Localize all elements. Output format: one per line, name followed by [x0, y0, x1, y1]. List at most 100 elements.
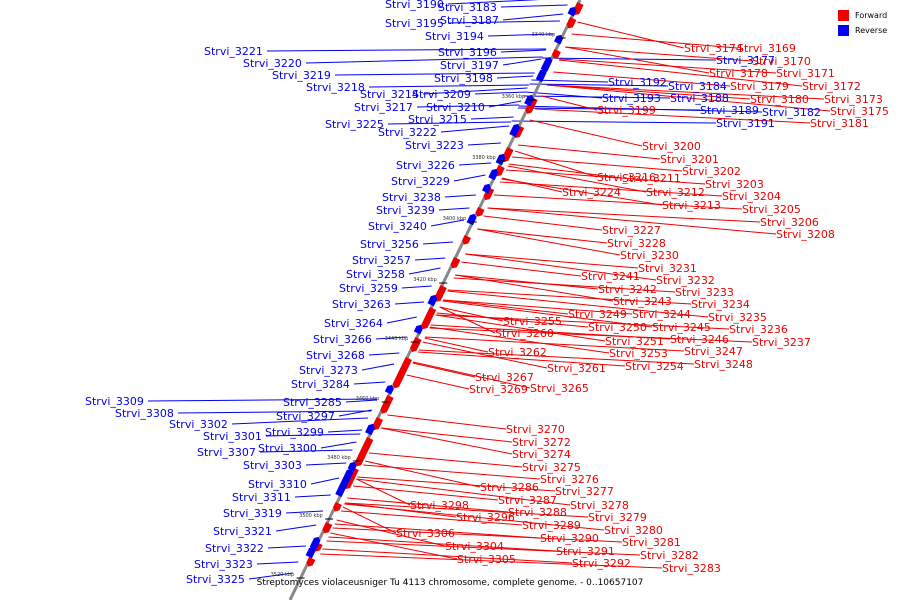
gene-label[interactable]: Strvi_3171 — [776, 67, 835, 80]
gene-label[interactable]: Strvi_3280 — [604, 524, 663, 537]
gene-label[interactable]: Strvi_3275 — [522, 461, 581, 474]
gene-label[interactable]: Strvi_3236 — [729, 323, 788, 336]
gene-label[interactable]: Strvi_3197 — [440, 59, 499, 72]
gene-label[interactable]: Strvi_3175 — [830, 105, 889, 118]
gene-label[interactable]: Strvi_3183 — [438, 1, 497, 14]
gene-label[interactable]: Strvi_3214 — [360, 88, 419, 101]
gene-label[interactable]: Strvi_3248 — [694, 358, 753, 371]
gene-label[interactable]: Strvi_3172 — [802, 80, 861, 93]
gene-label[interactable]: Strvi_3217 — [354, 101, 413, 114]
gene-label[interactable]: Strvi_3309 — [85, 395, 144, 408]
gene-label[interactable]: Strvi_3198 — [434, 72, 493, 85]
gene-label[interactable]: Strvi_3227 — [602, 224, 661, 237]
gene-label[interactable]: Strvi_3323 — [194, 558, 253, 571]
gene-label[interactable]: Strvi_3228 — [607, 237, 666, 250]
gene-label[interactable]: Strvi_3283 — [662, 562, 721, 575]
gene-label[interactable]: Strvi_3285 — [283, 396, 342, 409]
gene-label[interactable]: Strvi_3235 — [708, 311, 767, 324]
gene-label[interactable]: Strvi_3208 — [776, 228, 835, 241]
gene-label[interactable]: Strvi_3284 — [291, 378, 350, 391]
gene-label[interactable]: Strvi_3255 — [503, 315, 562, 328]
gene-label[interactable]: Strvi_3219 — [272, 69, 331, 82]
gene-label[interactable]: Strvi_3269 — [469, 383, 528, 396]
gene-label[interactable]: Strvi_3177 — [716, 54, 775, 67]
gene-label[interactable]: Strvi_3223 — [405, 139, 464, 152]
gene-label[interactable]: Strvi_3239 — [376, 204, 435, 217]
gene-label[interactable]: Strvi_3221 — [204, 45, 263, 58]
gene-label[interactable]: Strvi_3179 — [730, 80, 789, 93]
gene-label[interactable]: Strvi_3296 — [456, 511, 515, 524]
gene-label[interactable]: Strvi_3298 — [410, 499, 469, 512]
gene-label[interactable]: Strvi_3286 — [480, 481, 539, 494]
gene-label[interactable]: Strvi_3267 — [475, 371, 534, 384]
gene-label[interactable]: Strvi_3290 — [540, 532, 599, 545]
gene-label[interactable]: Strvi_3224 — [562, 186, 621, 199]
gene-label[interactable]: Strvi_3222 — [378, 126, 437, 139]
gene-label[interactable]: Strvi_3291 — [556, 545, 615, 558]
gene-label[interactable]: Strvi_3230 — [620, 249, 679, 262]
gene-label[interactable]: Strvi_3181 — [810, 117, 869, 130]
gene-label[interactable]: Strvi_3245 — [652, 321, 711, 334]
gene-label[interactable]: Strvi_3231 — [638, 262, 697, 275]
gene-label[interactable]: Strvi_3276 — [540, 473, 599, 486]
gene-label[interactable]: Strvi_3325 — [186, 573, 245, 586]
gene-label[interactable]: Strvi_3215 — [408, 113, 467, 126]
gene-label[interactable]: Strvi_3201 — [660, 153, 719, 166]
gene-label[interactable]: Strvi_3279 — [588, 511, 647, 524]
gene-label[interactable]: Strvi_3241 — [581, 270, 640, 283]
gene-label[interactable]: Strvi_3297 — [276, 410, 335, 423]
gene-label[interactable]: Strvi_3226 — [396, 159, 455, 172]
gene-label[interactable]: Strvi_3263 — [332, 298, 391, 311]
gene-label[interactable]: Strvi_3308 — [115, 407, 174, 420]
gene-label[interactable]: Strvi_3195 — [385, 17, 444, 30]
gene-label[interactable]: Strvi_3200 — [642, 140, 701, 153]
gene-label[interactable]: Strvi_3205 — [742, 203, 801, 216]
gene-label[interactable]: Strvi_3292 — [572, 557, 631, 570]
gene-label[interactable]: Strvi_3210 — [426, 101, 485, 114]
gene-label[interactable]: Strvi_3265 — [530, 382, 589, 395]
gene-label[interactable]: Strvi_3188 — [670, 92, 729, 105]
gene-label[interactable]: Strvi_3242 — [598, 283, 657, 296]
gene-label[interactable]: Strvi_3212 — [646, 186, 705, 199]
gene-label[interactable]: Strvi_3319 — [223, 507, 282, 520]
gene-label[interactable]: Strvi_3184 — [668, 80, 727, 93]
gene-label[interactable]: Strvi_3233 — [675, 286, 734, 299]
gene-label[interactable]: Strvi_3272 — [512, 436, 571, 449]
gene-label[interactable]: Strvi_3187 — [440, 14, 499, 27]
gene-label[interactable]: Strvi_3281 — [622, 536, 681, 549]
gene-label[interactable]: Strvi_3270 — [506, 423, 565, 436]
gene-label[interactable]: Strvi_3243 — [613, 295, 672, 308]
gene-label[interactable]: Strvi_3206 — [760, 216, 819, 229]
gene-label[interactable]: Strvi_3303 — [243, 459, 302, 472]
gene-label[interactable]: Strvi_3238 — [382, 191, 441, 204]
gene-label[interactable]: Strvi_3216 — [597, 171, 656, 184]
gene-label[interactable]: Strvi_3302 — [169, 418, 228, 431]
gene-label[interactable]: Strvi_3301 — [203, 430, 262, 443]
gene-label[interactable]: Strvi_3277 — [555, 485, 614, 498]
gene-label[interactable]: Strvi_3202 — [682, 165, 741, 178]
gene-label[interactable]: Strvi_3234 — [691, 298, 750, 311]
gene-label[interactable]: Strvi_3196 — [438, 46, 497, 59]
gene-label[interactable]: Strvi_3199 — [597, 104, 656, 117]
gene-label[interactable]: Strvi_3193 — [602, 92, 661, 105]
gene-label[interactable]: Strvi_3304 — [445, 540, 504, 553]
gene-label[interactable]: Strvi_3261 — [547, 362, 606, 375]
gene-label[interactable]: Strvi_3259 — [339, 282, 398, 295]
gene-label[interactable]: Strvi_3194 — [425, 30, 484, 43]
gene-label[interactable]: Strvi_3300 — [258, 442, 317, 455]
gene-label[interactable]: Strvi_3169 — [737, 42, 796, 55]
gene-label[interactable]: Strvi_3244 — [632, 308, 691, 321]
gene-label[interactable]: Strvi_3256 — [360, 238, 419, 251]
gene-label[interactable]: Strvi_3173 — [824, 93, 883, 106]
gene-label[interactable]: Strvi_3260 — [495, 327, 554, 340]
gene-label[interactable]: Strvi_3311 — [232, 491, 291, 504]
gene-label[interactable]: Strvi_3289 — [522, 519, 581, 532]
gene-label[interactable]: Strvi_3305 — [457, 553, 516, 566]
gene-label[interactable]: Strvi_3262 — [488, 346, 547, 359]
gene-label[interactable]: Strvi_3278 — [570, 499, 629, 512]
gene-label[interactable]: Strvi_3258 — [346, 268, 405, 281]
gene-label[interactable]: Strvi_3264 — [324, 317, 383, 330]
gene-label[interactable]: Strvi_3321 — [213, 525, 272, 538]
gene-label[interactable]: Strvi_3288 — [508, 506, 567, 519]
gene-label[interactable]: Strvi_3274 — [512, 448, 571, 461]
